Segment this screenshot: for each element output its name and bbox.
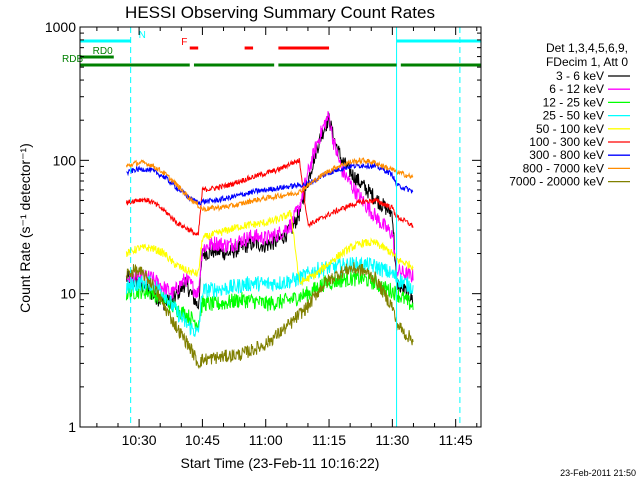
legend-header-line-1: Det 1,3,4,5,6,9, bbox=[546, 41, 628, 55]
series-line-8 bbox=[125, 157, 414, 213]
y-tick-label: 10 bbox=[60, 286, 76, 302]
flag-label-f: F bbox=[181, 37, 187, 48]
series-line-4 bbox=[125, 256, 414, 337]
flag-label-rdb: RDB bbox=[62, 54, 83, 65]
x-axis-label: Start Time (23-Feb-11 10:16:22) bbox=[181, 455, 380, 471]
series-line-6 bbox=[125, 158, 414, 237]
y-tick-label: 100 bbox=[53, 152, 77, 168]
flag-label-rd0: RD0 bbox=[93, 46, 113, 57]
series-line-5 bbox=[125, 210, 414, 286]
legend-header-line-2: FDecim 1, Att 0 bbox=[546, 55, 628, 69]
legend-label: 800 - 7000 keV bbox=[523, 161, 604, 175]
x-tick-label: 10:30 bbox=[122, 432, 157, 448]
legend-label: 3 - 6 keV bbox=[556, 69, 604, 83]
series-line-9 bbox=[125, 262, 414, 369]
x-tick-label: 11:45 bbox=[439, 432, 473, 448]
flag-label-n: N bbox=[139, 30, 146, 41]
legend-label: 50 - 100 keV bbox=[536, 122, 604, 136]
plot-frame bbox=[79, 26, 482, 428]
legend-label: 12 - 25 keV bbox=[543, 95, 604, 109]
series-line-1 bbox=[125, 112, 414, 311]
chart-title: HESSI Observing Summary Count Rates bbox=[125, 3, 435, 22]
series-line-2 bbox=[126, 111, 414, 300]
y-axis-label: Count Rate (s⁻¹ detector⁻¹) bbox=[17, 143, 33, 313]
x-tick-label: 11:30 bbox=[375, 432, 409, 448]
legend-label: 100 - 300 keV bbox=[529, 135, 604, 149]
legend-label: 25 - 50 keV bbox=[543, 109, 604, 123]
x-tick-label: 11:15 bbox=[312, 432, 346, 448]
legend-label: 6 - 12 keV bbox=[549, 82, 604, 96]
footer-timestamp: 23-Feb-2011 21:50 bbox=[560, 468, 636, 478]
y-tick-label: 1000 bbox=[45, 19, 76, 35]
legend-label: 7000 - 20000 keV bbox=[509, 175, 604, 189]
legend-label: 300 - 800 keV bbox=[529, 148, 604, 162]
y-tick-label: 1 bbox=[68, 419, 76, 435]
x-tick-label: 10:45 bbox=[185, 432, 220, 448]
x-tick-label: 11:00 bbox=[249, 432, 283, 448]
